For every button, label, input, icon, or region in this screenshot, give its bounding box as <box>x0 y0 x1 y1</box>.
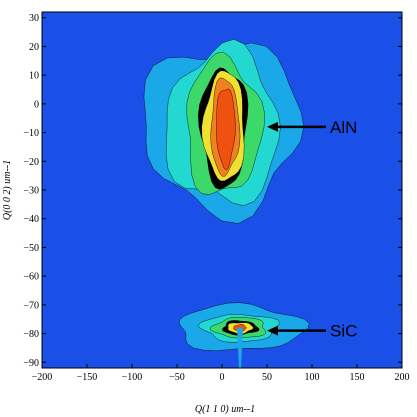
y-tick-label: −10 <box>23 128 39 139</box>
annotation-arrow-head <box>267 121 278 132</box>
aln-contour-level-7 <box>216 88 236 171</box>
y-tick-label: −30 <box>23 186 39 197</box>
x-tick-label: −50 <box>169 372 185 383</box>
y-tick-label: 20 <box>29 42 39 53</box>
annotation-arrow-head <box>267 325 278 336</box>
y-tick-label: −20 <box>23 157 39 168</box>
annotations: AlN SiC <box>267 118 357 341</box>
x-tick-label: 100 <box>305 372 320 383</box>
y-tick-label: −50 <box>23 243 39 254</box>
annotation-label-sic: SiC <box>330 322 357 341</box>
sic-tail-contour <box>237 327 243 368</box>
y-tick-label: 10 <box>29 71 39 82</box>
x-tick-label: 200 <box>395 372 410 383</box>
y-tick-label: −40 <box>23 214 39 225</box>
x-tick-label: 0 <box>220 372 225 383</box>
y-tick-label: 30 <box>29 13 39 24</box>
x-tick-label: −200 <box>32 372 53 383</box>
x-tick-label: 150 <box>350 372 365 383</box>
x-axis-title: Q(1 1 0) um--1 <box>195 404 255 415</box>
x-tick-label: −100 <box>122 372 143 383</box>
x-tick-label: 50 <box>262 372 272 383</box>
y-tick-label: −80 <box>23 329 39 340</box>
y-axis-title: Q(0 0 2) um--1 <box>2 160 13 220</box>
y-tick-label: −60 <box>23 272 39 283</box>
y-tick-label: 0 <box>34 99 39 110</box>
x-tick-label: −150 <box>77 372 98 383</box>
contour-layer <box>143 39 310 368</box>
annotation-label-aln: AlN <box>330 118 357 137</box>
y-tick-label: −90 <box>23 358 39 369</box>
sic-contour-level-6 <box>233 324 247 332</box>
axis-ticks: −200 −150 −100 −50 0 50 100 150 2003020100−10−20… <box>23 13 409 383</box>
y-tick-label: −70 <box>23 300 39 311</box>
